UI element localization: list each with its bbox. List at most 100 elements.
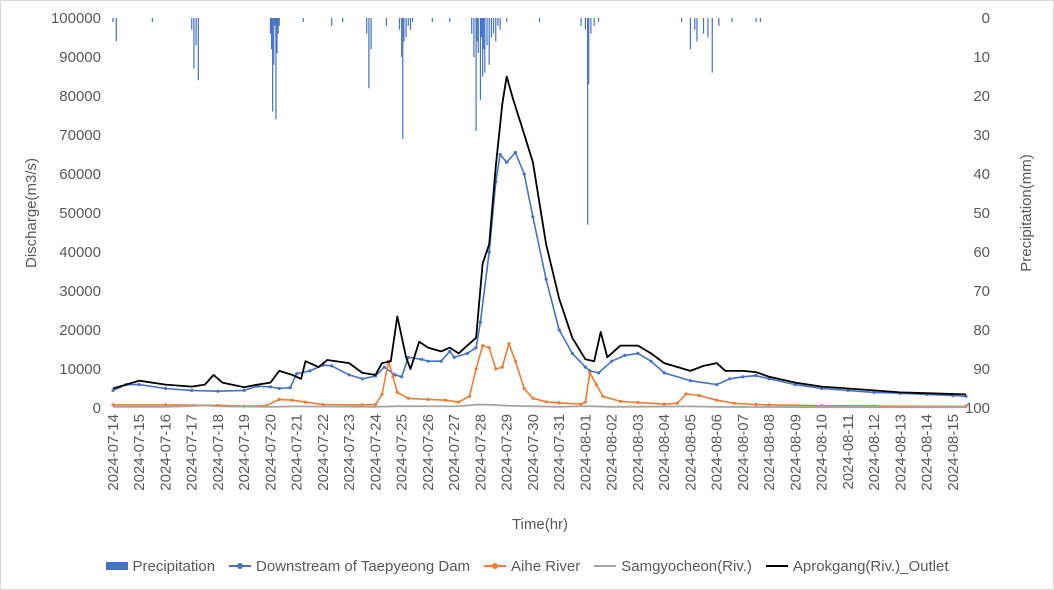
precipitation-bar xyxy=(477,18,479,54)
series-point xyxy=(618,399,623,403)
series-point xyxy=(513,150,518,155)
series-point xyxy=(498,152,502,157)
series-point xyxy=(321,402,325,407)
series-point xyxy=(457,400,461,404)
series-point xyxy=(448,349,452,353)
y-tick-label: 40000 xyxy=(59,244,101,261)
series-point xyxy=(419,357,423,361)
series-line-1 xyxy=(112,151,967,398)
legend-item-aihe: Aihe River xyxy=(484,558,580,575)
series-point xyxy=(649,359,653,363)
y2-tick-label: 10 xyxy=(973,49,990,66)
x-tick-label: 2024-07-19 xyxy=(236,414,253,491)
series-point xyxy=(288,386,292,390)
x-axis-ticks: 2024-07-14 2024-07-15 2024-07-16 2024-07-17… xyxy=(105,414,962,491)
x-tick-label: 2024-07-20 xyxy=(262,414,279,491)
series-point xyxy=(846,388,850,392)
precipitation-bar xyxy=(449,18,451,22)
series-point xyxy=(216,389,220,393)
series-point xyxy=(380,392,384,396)
legend-item-samgyocheon: Samgyocheon(Riv.) xyxy=(594,558,752,575)
series-point xyxy=(610,359,614,363)
series-point xyxy=(820,386,824,391)
series-point xyxy=(465,351,469,355)
series-point xyxy=(443,398,448,402)
y-axis-title: Discharge(m3/s) xyxy=(23,158,40,268)
precipitation-bar xyxy=(580,18,582,26)
precipitation-bar xyxy=(696,18,698,42)
series-point xyxy=(393,373,397,377)
y2-tick-label: 0 xyxy=(982,10,990,27)
series-point xyxy=(741,375,745,379)
series-point xyxy=(487,346,491,350)
x-tick-label: 2024-08-12 xyxy=(866,414,883,491)
precipitation-bar xyxy=(368,18,370,89)
x-tick-label: 2024-07-25 xyxy=(394,414,411,491)
series-point xyxy=(330,364,334,368)
x-tick-label: 2024-08-14 xyxy=(919,414,936,491)
series-point xyxy=(636,351,640,355)
series-point xyxy=(406,355,410,359)
precipitation-bar xyxy=(490,18,492,38)
series-point xyxy=(623,353,627,357)
series-point xyxy=(308,369,312,373)
series-point xyxy=(163,403,168,407)
series-point xyxy=(360,403,364,407)
x-tick-label: 2024-07-14 xyxy=(105,414,122,491)
x-tick-label: 2024-07-28 xyxy=(472,414,489,491)
x-tick-label: 2024-07-22 xyxy=(315,414,332,491)
series-point xyxy=(544,400,548,404)
series-line-4 xyxy=(112,75,967,396)
precipitation-bars xyxy=(112,18,762,225)
series-point xyxy=(277,386,281,391)
precipitation-bar xyxy=(302,18,304,22)
x-tick-label: 2024-08-02 xyxy=(604,414,621,491)
precipitation-bar xyxy=(270,18,273,50)
precipitation-bar xyxy=(755,18,757,22)
precipitation-bar xyxy=(342,18,344,22)
series-line-2 xyxy=(113,342,967,408)
series-point xyxy=(487,250,491,254)
precipitation-bar xyxy=(484,18,486,73)
series-point xyxy=(426,359,430,363)
x-tick-label: 2024-07-18 xyxy=(210,414,227,491)
series-point xyxy=(111,388,115,392)
x-tick-label: 2024-08-13 xyxy=(892,414,909,491)
series-point xyxy=(588,371,592,375)
series-point xyxy=(190,388,194,392)
discharge-lines xyxy=(111,75,968,409)
series-point xyxy=(507,342,511,346)
precipitation-bar xyxy=(584,18,587,30)
series-point xyxy=(570,351,574,355)
precipitation-bar xyxy=(497,18,499,26)
series-point xyxy=(347,373,351,377)
precipitation-bar xyxy=(499,18,501,30)
precipitation-bar xyxy=(587,18,589,225)
series-point xyxy=(467,394,472,398)
series-line-3 xyxy=(113,403,966,409)
precipitation-bar xyxy=(402,18,404,139)
series-point xyxy=(684,392,688,396)
y2-tick-label: 20 xyxy=(973,88,990,105)
precipitation-bar xyxy=(689,18,692,50)
series-point xyxy=(793,383,798,387)
series-point xyxy=(439,359,443,363)
precipitation-bar xyxy=(480,18,483,38)
precipitation-bar xyxy=(483,18,485,50)
precipitation-bar xyxy=(151,18,153,22)
y2-tick-label: 70 xyxy=(973,283,990,300)
precipitation-bar xyxy=(269,18,272,34)
precipitation-bar xyxy=(403,18,405,42)
series-point xyxy=(583,400,588,404)
precipitation-bar xyxy=(405,18,407,38)
series-point xyxy=(268,385,273,389)
y-tick-label: 50000 xyxy=(59,205,101,222)
y-tick-label: 80000 xyxy=(59,88,101,105)
series-point xyxy=(373,402,378,407)
y2-axis-title: Precipitation(mm) xyxy=(1018,154,1035,272)
x-tick-label: 2024-07-24 xyxy=(367,414,384,491)
precipitation-bar xyxy=(731,18,733,22)
x-tick-label: 2024-07-21 xyxy=(289,414,306,491)
precipitation-bar xyxy=(681,18,683,22)
